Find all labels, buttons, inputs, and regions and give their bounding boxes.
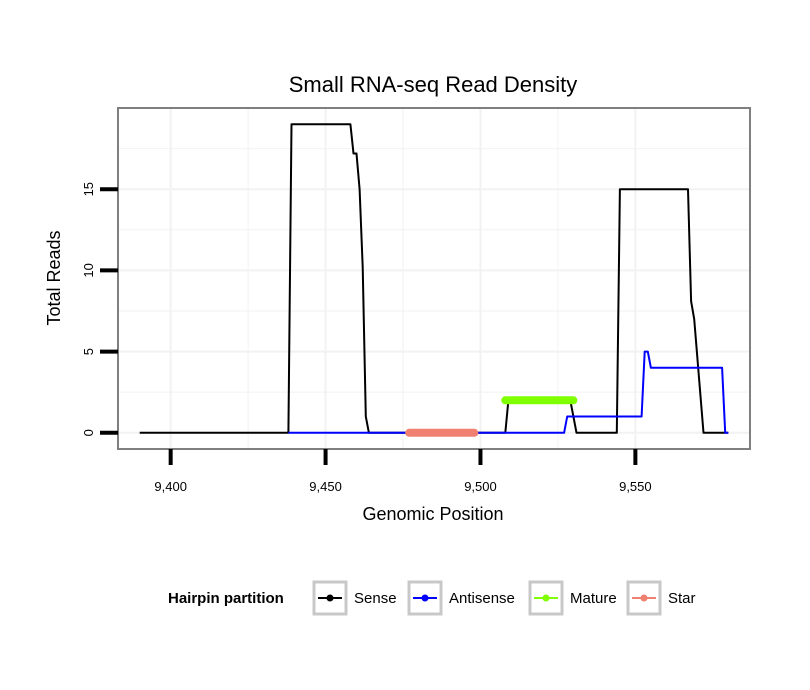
grid-lines [119,109,749,448]
x-tick-label: 9,400 [154,479,187,494]
y-axis: 0 5 10 15 [81,182,118,436]
legend-item-antisense: Antisense [407,580,515,616]
x-axis-title: Genomic Position [362,504,503,524]
y-tick-label: 0 [81,429,96,436]
legend-key-point [542,594,550,602]
legend-label: Mature [570,590,617,607]
legend-key-point [326,594,334,602]
legend-label: Sense [354,590,397,607]
legend-key-point [640,594,648,602]
x-tick-label: 9,550 [619,479,652,494]
plot-panel [117,107,751,450]
legend-title: Hairpin partition [168,590,284,607]
legend: Hairpin partition Sense Antisense Mature St… [168,580,696,616]
series-line-antisense [288,350,729,434]
chart-title: Small RNA-seq Read Density [289,72,578,97]
legend-item-mature: Mature [528,580,617,616]
legend-label: Star [668,590,696,607]
x-tick-label: 9,450 [309,479,342,494]
y-tick-label: 15 [81,182,96,196]
x-axis: 9,400 9,450 9,500 9,550 [154,449,652,494]
legend-item-star: Star [626,580,696,616]
y-tick-label: 5 [81,348,96,355]
x-tick-label: 9,500 [464,479,497,494]
y-axis-title: Total Reads [44,230,64,325]
legend-key-point [421,594,429,602]
legend-item-sense: Sense [312,580,397,616]
data-series [139,123,729,437]
legend-label: Antisense [449,590,515,607]
y-tick-label: 10 [81,263,96,277]
